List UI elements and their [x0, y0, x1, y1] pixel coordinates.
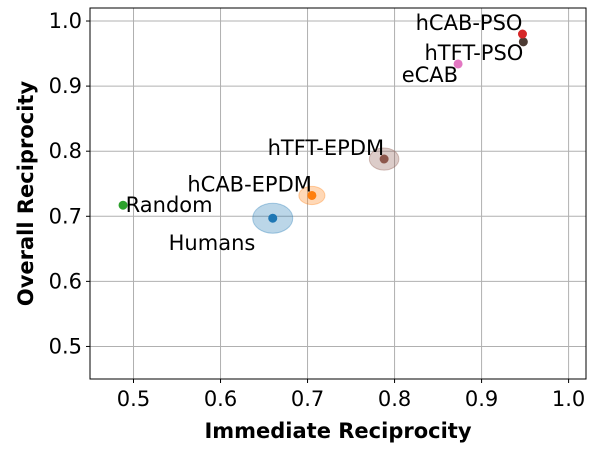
point-label: hCAB-EPDM — [187, 172, 312, 196]
point-label: Random — [126, 193, 213, 217]
y-tick-label: 1.0 — [49, 9, 82, 33]
x-tick-label: 0.9 — [465, 387, 498, 411]
data-point — [453, 59, 463, 69]
y-tick-label: 0.5 — [49, 334, 82, 358]
x-ticks: 0.5 0.6 0.7 0.8 0.9 1.0 — [117, 379, 585, 411]
y-ticks: 0.5 0.6 0.7 0.8 0.9 1.0 — [49, 9, 90, 358]
y-tick-label: 0.6 — [49, 269, 82, 293]
x-tick-label: 1.0 — [552, 387, 585, 411]
point-label: hCAB-PSO — [416, 11, 523, 35]
x-axis-label: Immediate Reciprocity — [204, 419, 471, 443]
data-point — [379, 154, 389, 164]
y-tick-label: 0.8 — [49, 139, 82, 163]
point-label: eCAB — [402, 63, 458, 87]
x-tick-label: 0.6 — [204, 387, 237, 411]
data-points — [118, 29, 528, 223]
data-point — [517, 29, 527, 39]
data-point — [118, 200, 128, 210]
x-tick-label: 0.5 — [117, 387, 150, 411]
point-label: hTFT-EPDM — [268, 136, 385, 160]
point-labels: Random Humans hCAB-EPDM hTFT-EPDM eCABhTFT-P… — [126, 11, 524, 255]
x-tick-label: 0.8 — [378, 387, 411, 411]
grid-lines — [90, 8, 586, 379]
plot-frame — [89, 7, 587, 380]
x-tick-label: 0.7 — [291, 387, 324, 411]
point-label: Humans — [169, 231, 256, 255]
y-axis-label: Overall Reciprocity — [14, 81, 38, 307]
data-point — [307, 190, 317, 200]
y-tick-label: 0.9 — [49, 74, 82, 98]
data-point — [518, 37, 528, 47]
point-label: hTFT-PSO — [424, 41, 523, 65]
y-tick-label: 0.7 — [49, 204, 82, 228]
data-point — [268, 213, 278, 223]
